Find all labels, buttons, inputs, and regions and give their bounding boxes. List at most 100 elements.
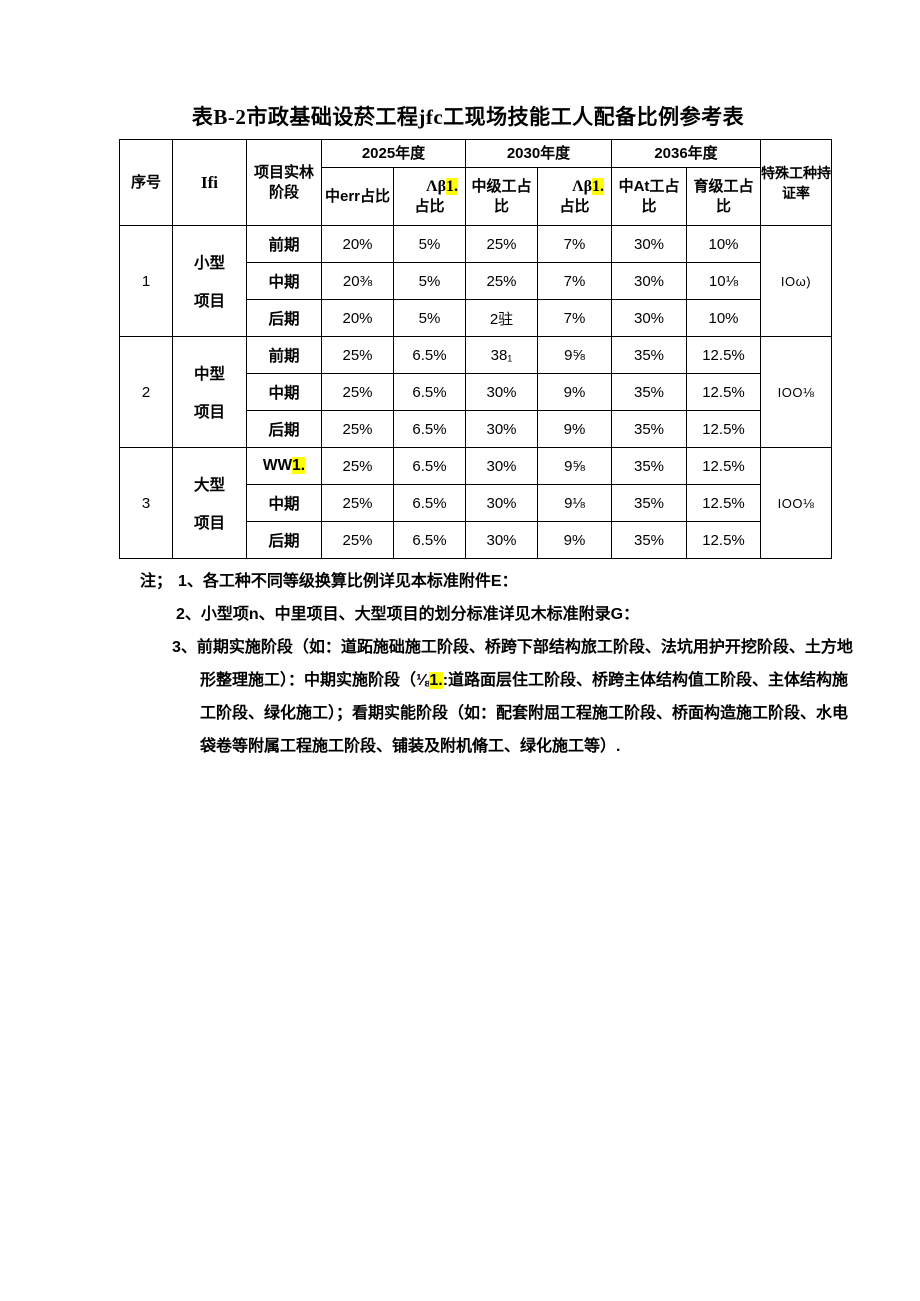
project-cell-text: 大型 项目 <box>174 473 246 533</box>
note-line-1: 注； 1、各工种不同等级换算比例详见本标准附件E： <box>140 565 856 598</box>
project-cell-text: 中型 项目 <box>174 362 246 422</box>
header-year-2030: 2030年度 <box>465 139 612 168</box>
value-cell: 9% <box>537 373 612 411</box>
note-1-text: 1、各工种不同等级换算比例详见本标准附件E： <box>178 573 518 590</box>
project-line1: 中型 <box>193 366 225 383</box>
table-row: 2 中型 项目 前期 25% 6.5% 38₁ 9⅝ 35% 12.5% IOO… <box>119 336 832 448</box>
special-cert-cell: IOO⅛ <box>760 447 832 559</box>
project-line2: 项目 <box>193 293 225 310</box>
value-cell: 12.5% <box>686 521 761 559</box>
value-cell: 5% <box>393 299 466 337</box>
value-cell: 25% <box>465 225 538 263</box>
value-cell: 9% <box>537 521 612 559</box>
note-line-3d: 袋卷等附属工程施工阶段、铺装及附机脩工、绿化施工等）. <box>200 738 621 755</box>
value-cell: 12.5% <box>686 336 761 374</box>
value-cell: 35% <box>611 484 687 522</box>
stage-cell: 前期 <box>246 336 322 374</box>
special-cert-cell: IOO⅛ <box>760 336 832 448</box>
table-row: 中期 20⅜ 5% 25% 7% 30% 10⅛ <box>120 262 832 300</box>
note-line-2: 2、小型项n、中里项目、大型项目的划分标准详见木标准附录G： <box>176 606 640 623</box>
value-cell: 9⅝ <box>537 336 612 374</box>
value-cell: 7% <box>537 225 612 263</box>
value-cell: 7% <box>537 262 612 300</box>
project-line1: 大型 <box>193 477 225 494</box>
header-stage: 项目实林 阶段 <box>246 139 322 226</box>
value-cell: 25% <box>321 410 394 448</box>
header-special-line2: 证率 <box>782 184 810 201</box>
project-line2: 项目 <box>193 404 225 421</box>
value-cell: 25% <box>321 447 394 485</box>
value-cell: 30% <box>465 373 538 411</box>
stage-cell: 前期 <box>246 225 322 263</box>
header-2036-mid: 中At工占 比 <box>611 167 687 226</box>
table-header-row-subcolumns: 中err占比 Λβ1. 占比 中级工占 比 Λβ1. 占比 中At工占 比 育级… <box>120 167 832 226</box>
seq-cell: 2 <box>119 336 173 448</box>
stage-cell: 中期 <box>246 373 322 411</box>
stage-cell: 中期 <box>246 262 322 300</box>
value-cell: 6.5% <box>393 521 466 559</box>
header-2025-ab-line1: Λβ1. <box>426 177 458 195</box>
note-prefix: 注； <box>140 573 173 590</box>
value-cell: 10⅛ <box>686 262 761 300</box>
value-cell: 25% <box>465 262 538 300</box>
stage-cell: WW1. <box>246 447 322 485</box>
value-cell: 35% <box>611 410 687 448</box>
header-2036-mid-line1: 中At工占 <box>618 177 680 195</box>
value-cell: 25% <box>321 336 394 374</box>
header-seq: 序号 <box>119 139 173 226</box>
value-cell: 10% <box>686 299 761 337</box>
header-project: Ifi <box>172 139 247 226</box>
value-cell: 10% <box>686 225 761 263</box>
table-row: 后期 20% 5% 2驻 7% 30% 10% <box>120 299 832 337</box>
value-cell: 35% <box>611 373 687 411</box>
notes: 注； 1、各工种不同等级换算比例详见本标准附件E： 2、小型项n、中里项目、大型项… <box>140 565 856 763</box>
value-cell: 6.5% <box>393 484 466 522</box>
seq-cell: 3 <box>119 447 173 559</box>
value-cell: 30% <box>465 484 538 522</box>
value-cell: 30% <box>465 521 538 559</box>
table-row: 后期 25% 6.5% 30% 9% 35% 12.5% <box>120 521 832 559</box>
stage-cell: 后期 <box>246 299 322 337</box>
header-2030-ab-line1: Λβ1. <box>572 177 604 195</box>
value-cell: 30% <box>611 262 687 300</box>
value-cell: 30% <box>465 447 538 485</box>
project-line1: 小型 <box>193 255 225 272</box>
stage-cell: 后期 <box>246 410 322 448</box>
table-row: 3 大型 项目 WW1. 25% 6.5% 30% 9⅝ 35% 12.5% I… <box>119 447 832 559</box>
value-cell: 6.5% <box>393 447 466 485</box>
value-cell: 35% <box>611 336 687 374</box>
value-cell: 5% <box>393 225 466 263</box>
header-special-line1: 特殊工种持 <box>761 164 831 181</box>
value-cell: 30% <box>465 410 538 448</box>
value-cell: 2驻 <box>465 299 538 337</box>
header-2030-ab-line2: 占比 <box>559 197 590 215</box>
header-year-2025: 2025年度 <box>321 139 466 168</box>
table-row: 中期 25% 6.5% 30% 9% 35% 12.5% <box>120 373 832 411</box>
project-cell: 小型 项目 <box>172 225 247 337</box>
header-2036-senior: 育级工占 比 <box>686 167 761 226</box>
value-cell: 20% <box>321 225 394 263</box>
note-line-3a: 3、前期实施阶段（如：道跖施础施工阶段、桥跨下部结构旅工阶段、法坑用护开挖阶段、… <box>172 639 853 656</box>
value-cell: 12.5% <box>686 447 761 485</box>
header-2025-ab: Λβ1. 占比 <box>393 167 466 226</box>
value-cell: 12.5% <box>686 410 761 448</box>
value-cell: 9⅝ <box>537 447 612 485</box>
note-line-3c: 工阶段、绿化施工）；看期实能阶段（如：配套附屈工程施工阶段、桥面构造施工阶段、水… <box>200 705 849 722</box>
value-cell: 35% <box>611 521 687 559</box>
stage-cell: 中期 <box>246 484 322 522</box>
header-2036-mid-line2: 比 <box>641 197 657 215</box>
table-row: 中期 25% 6.5% 30% 9⅛ 35% 12.5% <box>120 484 832 522</box>
header-2030-mid-line1: 中级工占 <box>471 177 532 195</box>
value-cell: 25% <box>321 521 394 559</box>
value-cell: 6.5% <box>393 373 466 411</box>
value-cell: 5% <box>393 262 466 300</box>
stage-cell: 后期 <box>246 521 322 559</box>
value-cell: 6.5% <box>393 410 466 448</box>
header-2036-senior-line1: 育级工占 <box>693 177 754 195</box>
value-cell: 7% <box>537 299 612 337</box>
header-2030-ab: Λβ1. 占比 <box>537 167 612 226</box>
value-cell: 20⅜ <box>321 262 394 300</box>
header-2025-junior: 中err占比 <box>321 167 394 226</box>
value-cell: 25% <box>321 484 394 522</box>
